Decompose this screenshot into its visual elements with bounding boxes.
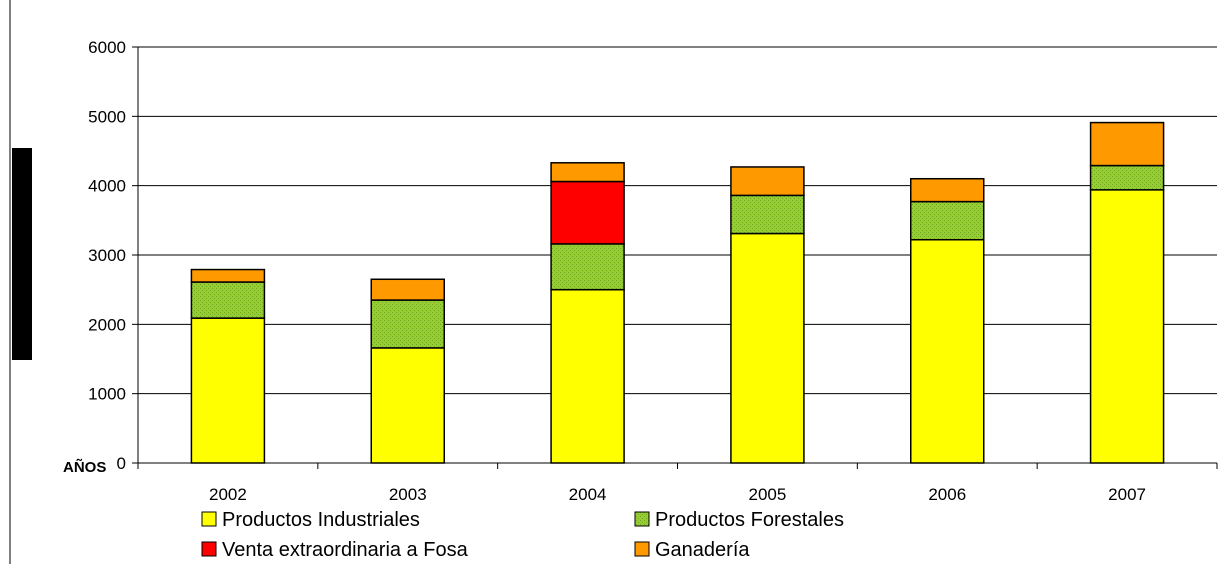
bar-segment [370, 278, 445, 301]
legend-label: Venta extraordinaria a Fosa [222, 539, 469, 561]
bar-segment [550, 162, 625, 183]
bar-segment [370, 299, 445, 349]
bar-segment [910, 177, 985, 203]
y-tick-label: 5000 [88, 107, 126, 126]
x-tick-label: 2005 [749, 485, 787, 504]
legend-label: Productos Forestales [655, 509, 844, 531]
x-tick-label: 2004 [569, 485, 607, 504]
gridlines [138, 46, 1217, 395]
y-tick-label: 1000 [88, 385, 126, 404]
y-tick-label: 2000 [88, 315, 126, 334]
x-tick-label: 2003 [389, 485, 427, 504]
legend-swatch [201, 511, 217, 527]
bar-segment [730, 194, 805, 235]
bar-segment [1089, 189, 1165, 464]
legend-swatch [634, 541, 650, 557]
legend-label: Productos Industriales [222, 509, 420, 531]
bar-segment [190, 281, 266, 319]
legend: Productos Industriales Productos Forestal… [201, 509, 844, 561]
bar-segment [730, 232, 805, 464]
legend-swatch [201, 541, 217, 557]
x-tick-label: 2002 [209, 485, 247, 504]
bars [190, 121, 1165, 464]
y-tick-label: 3000 [88, 246, 126, 265]
y-tick-label: 6000 [88, 38, 126, 57]
bar-segment [190, 317, 266, 464]
bar-segment [910, 200, 985, 241]
axis-labels: AÑOS 0 1000 2000 3000 4000 5000 6000 2002 2003 20… [63, 38, 1146, 504]
axes [132, 46, 1218, 469]
bar-segment [1089, 164, 1165, 191]
bar-segment [910, 238, 985, 464]
bar-segment [370, 347, 445, 464]
x-tick-label: 2007 [1108, 485, 1146, 504]
bar-segment [1089, 121, 1165, 167]
bar-segment [550, 288, 625, 464]
bar-segment [550, 180, 625, 245]
x-tick-label: 2006 [928, 485, 966, 504]
legend-swatch [634, 511, 650, 527]
legend-label: Ganadería [655, 539, 750, 561]
y-tick-label: 4000 [88, 177, 126, 196]
bar-segment [730, 166, 805, 197]
bar-segment [550, 243, 625, 291]
bar-segment [190, 268, 266, 283]
y-tick-label: 0 [117, 454, 126, 473]
side-bar-decoration [12, 148, 32, 360]
x-axis-title: AÑOS [63, 458, 106, 476]
